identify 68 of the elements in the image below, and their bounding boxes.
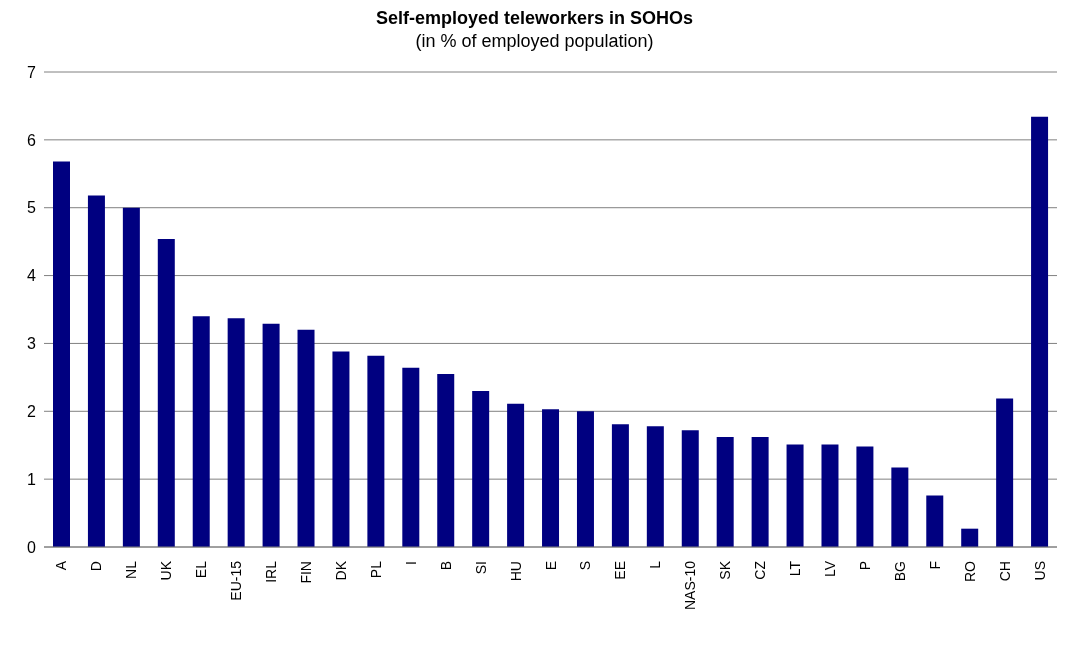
bar	[402, 367, 420, 547]
bar	[472, 390, 490, 547]
x-tick-label: HU	[507, 561, 524, 582]
x-tick-label: EU-15	[228, 560, 245, 601]
x-tick-label: D	[88, 561, 105, 572]
bar	[157, 238, 175, 547]
x-tick-label: NAS-10	[682, 560, 699, 611]
y-tick-label: 2	[27, 402, 37, 420]
bar	[227, 318, 245, 547]
y-tick-label: 5	[27, 199, 37, 217]
bar	[542, 409, 560, 547]
x-tick-label: LV	[821, 560, 838, 578]
bar	[786, 444, 804, 547]
bar	[53, 161, 70, 547]
x-tick-label: L	[647, 560, 664, 569]
y-tick-label: 6	[27, 131, 37, 149]
bar	[122, 207, 140, 547]
bar	[996, 398, 1014, 547]
bar	[262, 323, 280, 547]
x-tick-label: PL	[367, 560, 384, 579]
bar	[716, 437, 734, 547]
bar	[507, 403, 525, 547]
bar	[87, 195, 105, 547]
x-tick-label: DK	[332, 560, 349, 581]
y-tick-label: 4	[27, 267, 37, 285]
x-tick-label: SI	[472, 561, 489, 575]
bar	[856, 446, 874, 547]
bar	[646, 426, 664, 547]
bar	[926, 495, 944, 547]
x-tick-label: B	[437, 561, 454, 571]
x-tick-label: P	[856, 561, 873, 571]
y-tick-label: 7	[27, 63, 37, 81]
bar	[611, 424, 629, 547]
x-tick-label: I	[402, 561, 419, 565]
x-tick-label: UK	[158, 560, 175, 581]
bar	[891, 467, 909, 547]
x-tick-label: A	[53, 560, 70, 571]
bar	[192, 316, 210, 547]
x-tick-label: RO	[961, 560, 978, 582]
x-tick-label: CH	[996, 561, 1013, 582]
y-tick-label: 1	[27, 470, 37, 488]
bar	[821, 444, 839, 547]
bar	[576, 411, 594, 547]
x-tick-label: S	[577, 561, 594, 571]
x-tick-label: BG	[891, 561, 908, 582]
chart-title: Self-employed teleworkers in SOHOs	[374, 8, 695, 29]
x-tick-label: E	[542, 561, 559, 571]
x-tick-label: EL	[193, 560, 210, 579]
x-tick-label: SK	[717, 560, 734, 580]
bar	[1031, 116, 1049, 547]
x-tick-label: IRL	[263, 560, 280, 583]
x-tick-label: EE	[612, 561, 629, 580]
chart-subtitle: (in % of employed population)	[414, 31, 655, 52]
bar	[961, 528, 979, 547]
x-tick-label: F	[926, 561, 943, 570]
y-tick-label: 3	[27, 335, 37, 353]
x-tick-label: US	[1031, 561, 1048, 581]
bar	[367, 355, 385, 547]
x-tick-label: FIN	[297, 561, 314, 584]
x-tick-label: LT	[787, 560, 804, 577]
bar	[297, 329, 315, 547]
bar	[332, 351, 350, 547]
bar	[751, 437, 769, 547]
bar	[437, 373, 455, 547]
bar	[681, 430, 699, 547]
y-tick-label: 0	[27, 538, 37, 556]
x-tick-label: NL	[123, 560, 140, 579]
x-tick-label: CZ	[752, 560, 769, 580]
